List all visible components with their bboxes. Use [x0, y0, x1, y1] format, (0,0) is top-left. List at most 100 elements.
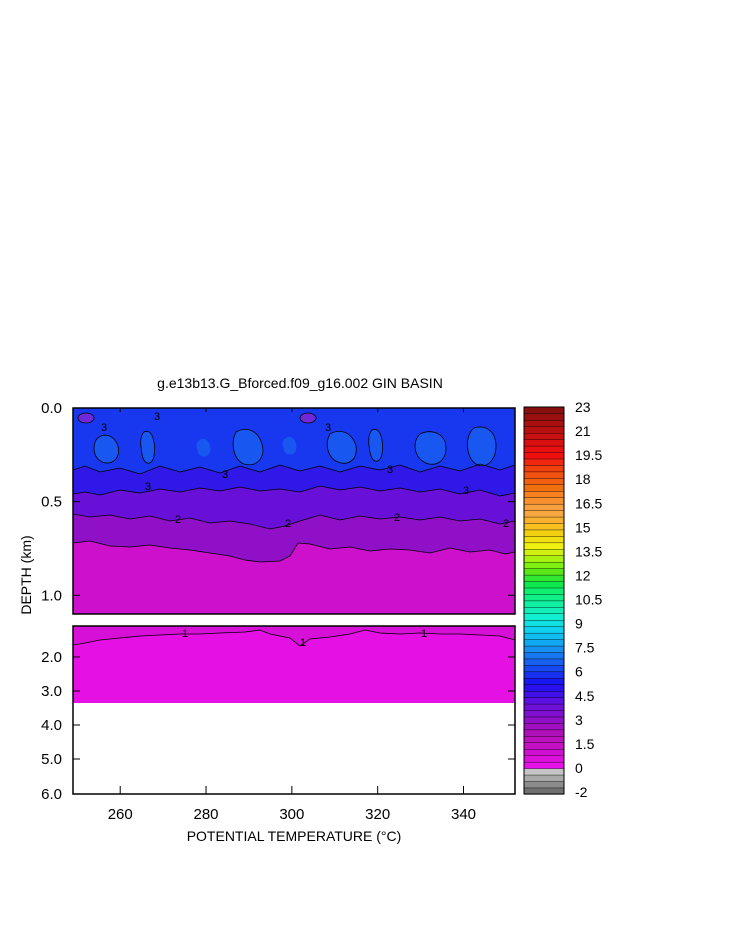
cell-1	[94, 435, 119, 464]
contour-label: 3	[154, 411, 160, 423]
colorbar-label: 4.5	[575, 688, 595, 704]
colorbar-segment	[523, 451, 565, 460]
colorbar-segment	[523, 671, 565, 679]
colorbar-label: 3	[575, 712, 583, 728]
contour-cell-1	[93, 434, 119, 464]
colorbar-segment	[523, 522, 565, 531]
upper-panel-frame	[72, 407, 516, 615]
colorbar-segment	[523, 484, 565, 492]
colorbar-segment	[523, 742, 565, 750]
colorbar-segment	[523, 471, 565, 479]
colorbar-segment	[523, 432, 565, 440]
colorbar-segment	[523, 722, 565, 731]
colorbar-label: 10.5	[575, 592, 602, 608]
colorbar-segment	[523, 587, 565, 595]
colorbar-segment	[523, 780, 565, 789]
colorbar-segment	[523, 645, 565, 653]
x-tick-label: 300	[279, 806, 304, 823]
x-axis-title: POTENTIAL TEMPERATURE (°C)	[187, 828, 402, 844]
colorbar-segment	[523, 651, 565, 660]
cell-10	[78, 413, 94, 423]
colorbar-segment	[523, 529, 565, 537]
colorbar-label: 16.5	[575, 495, 602, 511]
contour-2	[73, 540, 515, 563]
colorbar-segment	[523, 748, 565, 756]
colorbar-segment	[523, 626, 565, 634]
colorbar-segment	[523, 458, 565, 466]
colorbar-segment	[523, 787, 565, 795]
contour-label: 1	[300, 637, 306, 649]
contour-cell-6	[414, 431, 447, 465]
contour-3-5	[73, 463, 515, 475]
colorbar-segment	[523, 406, 565, 415]
colorbar-label: 19.5	[575, 447, 602, 463]
contour-cell-11	[299, 412, 317, 424]
colorbar-labels: 23 21 19.5 18 16.5 15 13.5 12 10.5 9 7.5 6 4.5 3 1.5 0 -…	[575, 399, 602, 800]
colorbar-segment	[523, 445, 565, 453]
colorbar-segment	[523, 497, 565, 505]
cell-8	[196, 438, 211, 457]
y-tick-label: 0.5	[41, 494, 62, 511]
colorbar-segment	[523, 593, 565, 602]
colorbar-segment	[523, 664, 565, 673]
cell-2	[140, 431, 155, 464]
colorbar-segment	[523, 561, 565, 569]
colorbar-segment	[523, 613, 565, 621]
x-tick-label: 280	[194, 806, 219, 823]
cell-9	[282, 436, 297, 455]
contour-2-5	[73, 513, 515, 530]
colorbar-label: 21	[575, 423, 591, 439]
contour-cell-10	[77, 412, 95, 424]
y-axis-lower: 2.0 3.0 4.0 5.0 6.0	[41, 649, 515, 803]
colorbar-segment	[523, 709, 565, 718]
colorbar-segment	[523, 606, 565, 615]
colorbar-label: 0	[575, 760, 583, 776]
contour-cell-3	[232, 428, 264, 466]
colorbar-segment	[523, 516, 565, 524]
x-axis: 260 280 300 320 340	[108, 408, 476, 823]
colorbar-segment	[523, 503, 565, 511]
x-tick-label: 260	[108, 806, 133, 823]
colorbar-label: 7.5	[575, 640, 595, 656]
y-tick-label: 0.0	[41, 400, 62, 417]
colorbar-segment	[523, 477, 565, 486]
y-tick-label: 6.0	[41, 786, 62, 803]
contour-label: 2	[285, 518, 291, 530]
colorbar-segment	[523, 580, 565, 589]
colorbar-segment	[523, 619, 565, 627]
y-tick-label: 5.0	[41, 751, 62, 768]
contour-label: 1	[421, 628, 427, 640]
colorbar-segment	[523, 439, 565, 447]
cell-11	[300, 413, 316, 423]
colorbar-segment	[523, 755, 565, 763]
y-tick-label: 1.0	[41, 587, 62, 604]
y-axis-title: DEPTH (km)	[18, 535, 34, 614]
contour-label: 3	[145, 481, 151, 493]
lower-panel-frame	[72, 625, 516, 795]
colorbar-segment	[523, 774, 565, 782]
colorbar-label: 6	[575, 664, 583, 680]
y-tick-label: 4.0	[41, 717, 62, 734]
cell-3	[233, 429, 263, 465]
contour-3	[73, 485, 515, 497]
contour-labels: 1 1 1 2 2 2 2 3 3 3 3 3 3 3	[101, 411, 509, 649]
cell-4	[327, 431, 357, 464]
colorbar-segment	[523, 632, 565, 640]
colorbar-segment	[523, 768, 565, 776]
y-tick-label: 3.0	[41, 683, 62, 700]
colorbar-segment	[523, 510, 565, 518]
colorbar-segment	[523, 542, 565, 550]
contour-label: 2	[503, 518, 509, 530]
colorbar-segment	[523, 761, 565, 769]
cell-7	[467, 426, 496, 466]
colorbar-segment	[523, 535, 565, 544]
colorbar-label: 1.5	[575, 736, 595, 752]
contour-label: 3	[222, 469, 228, 481]
contour-label: 2	[394, 512, 400, 524]
contour-label: 3	[325, 422, 331, 434]
lower-panel-fills	[73, 626, 515, 794]
lower-panel-contours	[73, 629, 515, 647]
x-tick-label: 340	[451, 806, 476, 823]
colorbar-label: 18	[575, 471, 591, 487]
